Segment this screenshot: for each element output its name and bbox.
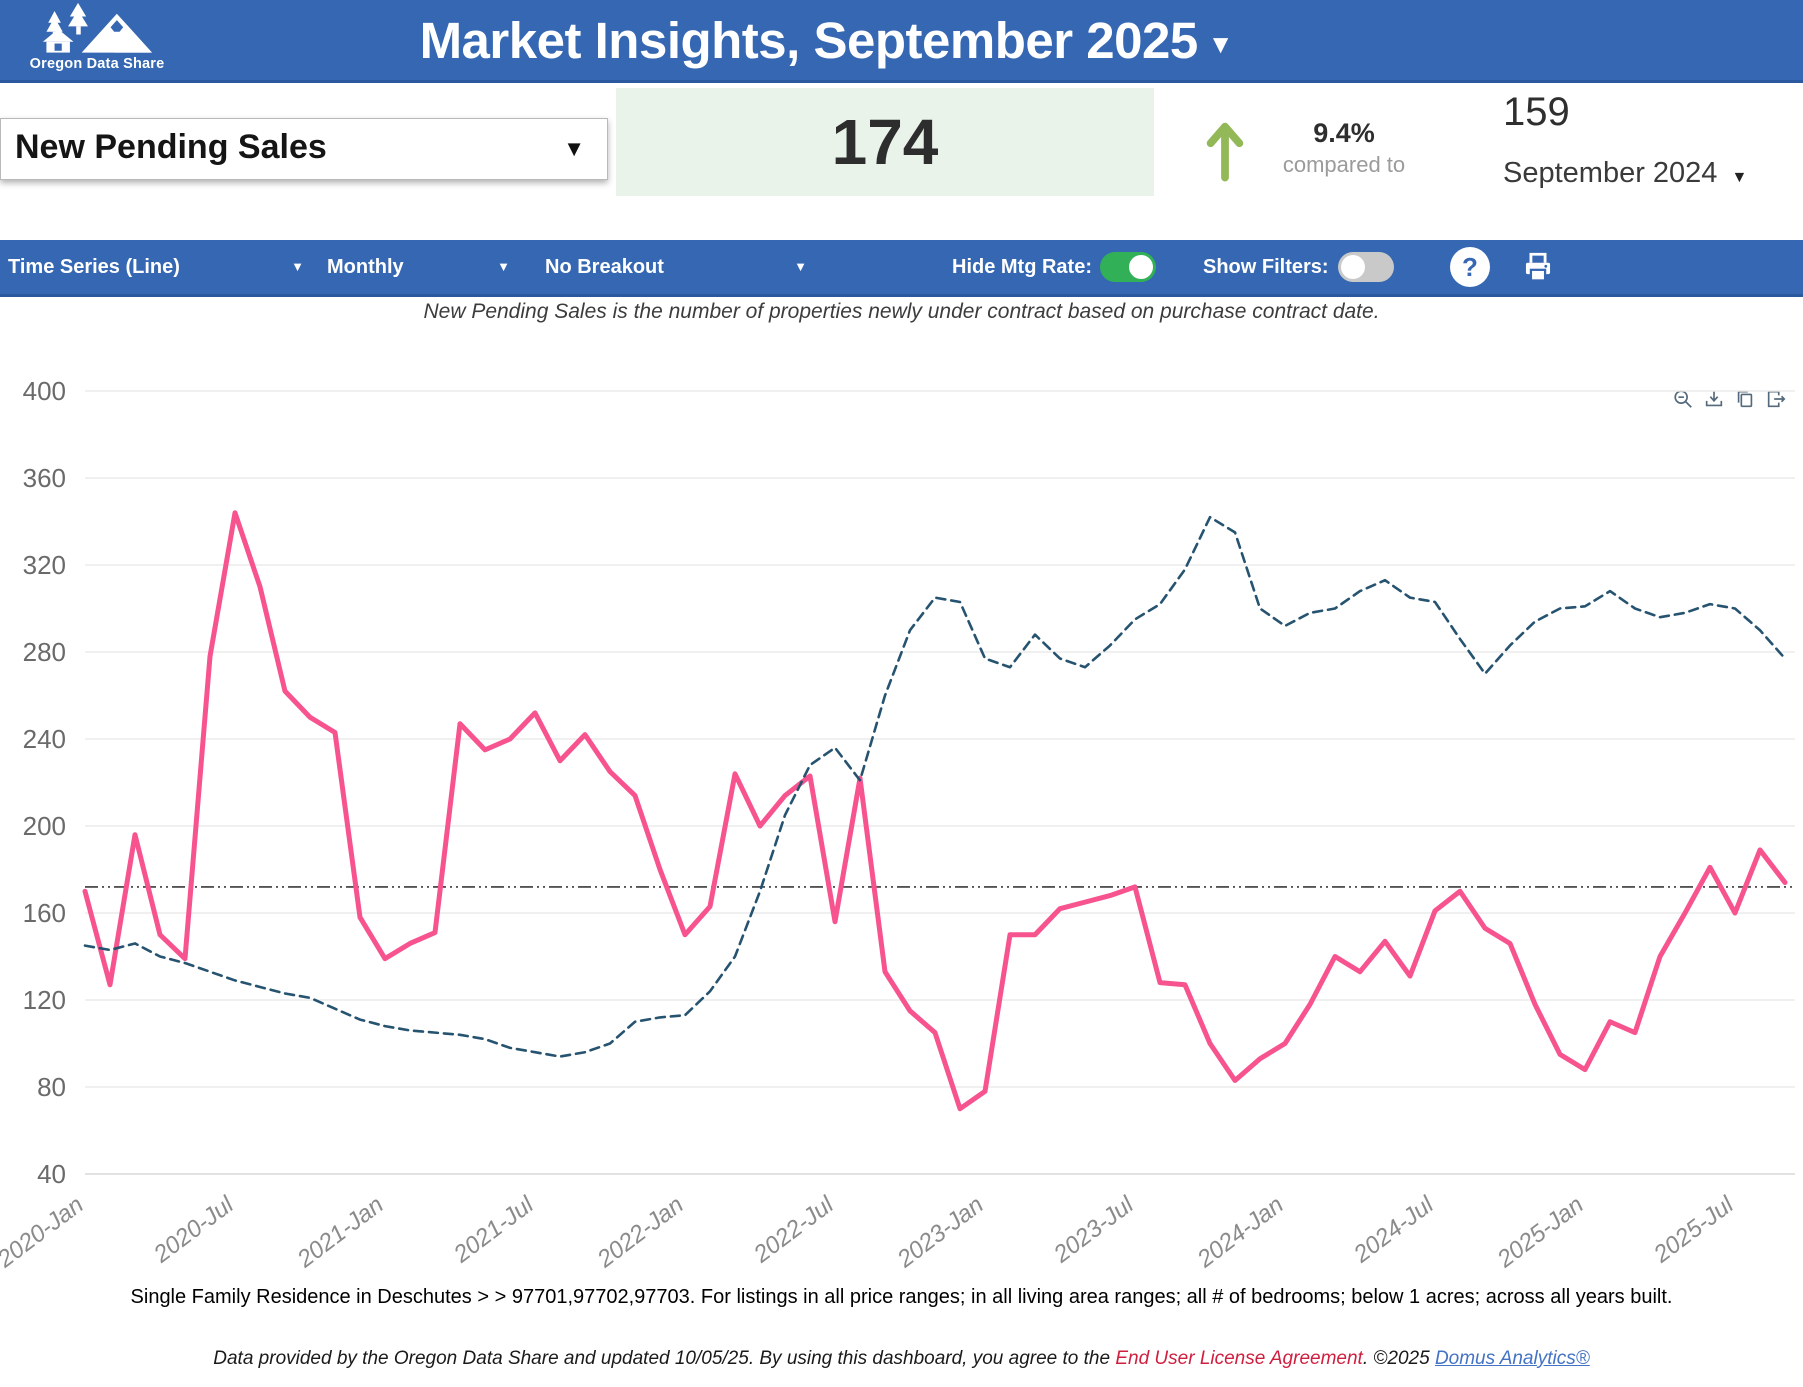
mountain-logo-icon	[42, 2, 153, 53]
filters-summary: Single Family Residence in Deschutes > >…	[130, 1286, 1673, 1308]
y-axis-label: 120	[23, 985, 66, 1015]
toggle-knob	[1129, 255, 1153, 279]
eula-link[interactable]: End User License Agreement	[1115, 1348, 1363, 1369]
x-axis-label: 2023-Jul	[1048, 1191, 1139, 1269]
credit-text-2: . ©2025	[1362, 1348, 1435, 1369]
brand-name: Oregon Data Share	[29, 56, 165, 72]
pending-sales-line	[82, 510, 1788, 1112]
x-axis-label: 2025-Jul	[1648, 1191, 1739, 1269]
change-percent: 9.4%	[1313, 118, 1375, 148]
metric-selector[interactable]: New Pending Sales ▼	[0, 118, 608, 180]
help-icon[interactable]: ?	[1450, 247, 1490, 287]
y-axis-label: 200	[23, 811, 66, 841]
current-value-panel: 174	[616, 88, 1154, 196]
credit-text-1: Data provided by the Oregon Data Share a…	[213, 1348, 1116, 1369]
header-bar: Oregon Data Share Market Insights, Septe…	[0, 0, 1803, 83]
metric-description: New Pending Sales is the number of prope…	[423, 300, 1380, 323]
print-icon[interactable]	[1520, 250, 1556, 284]
compared-to-label: compared to	[1282, 152, 1406, 177]
breakout-label: No Breakout	[545, 256, 664, 278]
hide-mtg-rate-label: Hide Mtg Rate:	[952, 256, 1092, 278]
y-axis-label: 240	[23, 724, 66, 754]
breakout-dropdown[interactable]: No Breakout ▼	[545, 240, 807, 294]
y-axis-label: 360	[23, 463, 66, 493]
breakout-caret-icon: ▼	[794, 259, 807, 274]
previous-period-dropdown[interactable]: September 2024 ▼	[1503, 157, 1793, 190]
y-axis-label: 160	[23, 898, 66, 928]
frequency-dropdown[interactable]: Monthly ▼	[327, 240, 510, 294]
metric-selector-caret-icon: ▼	[563, 136, 585, 161]
y-axis-label: 40	[37, 1159, 66, 1189]
previous-value: 159	[1503, 90, 1570, 134]
brand-logo: Oregon Data Share	[22, 2, 172, 78]
toggle-knob	[1341, 255, 1365, 279]
chart-options-toolbar: Time Series (Line) ▼ Monthly ▼ No Breako…	[0, 240, 1803, 297]
metric-selector-label: New Pending Sales	[15, 128, 327, 166]
frequency-caret-icon: ▼	[497, 259, 510, 274]
frequency-label: Monthly	[327, 256, 404, 278]
x-axis-label: 2022-Jan	[592, 1191, 689, 1273]
x-axis-label: 2025-Jan	[1492, 1191, 1589, 1273]
x-axis-label: 2022-Jul	[748, 1191, 839, 1269]
chart-type-dropdown[interactable]: Time Series (Line) ▼	[8, 240, 304, 294]
mtg-rate-line	[83, 515, 1787, 1058]
x-axis-label: 2020-Jan	[0, 1191, 89, 1273]
y-axis-label: 320	[23, 550, 66, 580]
x-axis-label: 2024-Jan	[1192, 1191, 1289, 1273]
show-filters-label: Show Filters:	[1203, 256, 1329, 278]
x-axis-label: 2023-Jan	[892, 1191, 989, 1273]
title-caret-icon[interactable]: ▼	[1207, 28, 1234, 59]
page-title: Market Insights, September 2025	[419, 11, 1199, 69]
hide-mtg-rate-toggle[interactable]	[1100, 252, 1156, 282]
chart-type-caret-icon: ▼	[291, 259, 304, 274]
previous-period-caret-icon: ▼	[1731, 169, 1748, 186]
download-icon[interactable]	[1703, 388, 1725, 410]
y-axis-label: 80	[37, 1072, 66, 1102]
chart-type-label: Time Series (Line)	[8, 256, 180, 278]
previous-period-label: September 2024	[1503, 157, 1718, 189]
report-title-dropdown[interactable]: Market Insights, September 2025 ▼	[0, 0, 1803, 80]
x-axis-label: 2021-Jan	[292, 1191, 389, 1273]
y-axis-label: 400	[23, 376, 66, 406]
previous-period-block: 159 September 2024 ▼	[1503, 90, 1793, 190]
x-axis-label: 2021-Jul	[448, 1191, 539, 1269]
credit-line: Data provided by the Oregon Data Share a…	[0, 1348, 1803, 1370]
change-block: 9.4% compared to	[1244, 118, 1444, 178]
domus-analytics-link[interactable]: Domus Analytics®	[1434, 1348, 1590, 1369]
x-axis-label: 2024-Jul	[1348, 1191, 1439, 1269]
export-icon[interactable]	[1765, 388, 1787, 410]
trend-up-arrow-icon	[1203, 120, 1247, 187]
y-axis-label: 280	[23, 637, 66, 667]
current-value: 174	[831, 106, 939, 178]
show-filters-toggle[interactable]	[1338, 252, 1394, 282]
x-axis-label: 2020-Jul	[148, 1191, 239, 1269]
